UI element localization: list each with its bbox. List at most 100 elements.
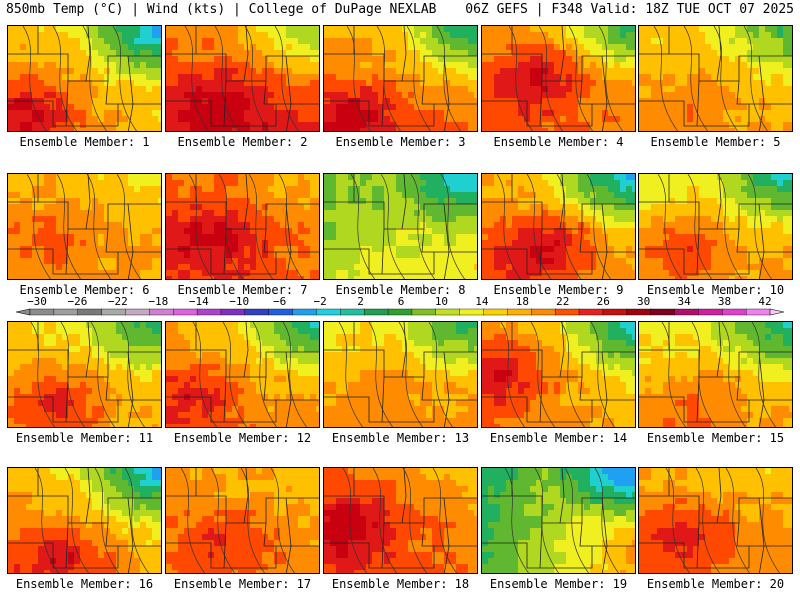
run-valid-time: 06Z GEFS | F348 Valid: 18Z TUE OCT 07 20… (465, 2, 794, 17)
colorbar-tick-label: 30 (637, 295, 651, 308)
colorbar-tick-label: 6 (397, 295, 405, 308)
colorbar-swatch (387, 308, 413, 316)
colorbar-swatch (674, 308, 699, 316)
panel-label: Ensemble Member: 16 (15, 577, 154, 591)
ensemble-map-panel (165, 25, 320, 132)
wind-contours (665, 468, 781, 573)
ensemble-map-panel (638, 321, 793, 428)
temperature-field-map (324, 322, 477, 427)
state-borders (324, 468, 477, 573)
colorbar-swatch (220, 308, 246, 316)
temperature-field-map (8, 174, 161, 279)
colorbar-swatch (125, 308, 150, 316)
temperature-field-map (639, 174, 792, 279)
wind-contours (496, 174, 612, 279)
ensemble-map-panel (165, 321, 320, 428)
temperature-field-map (324, 26, 477, 131)
panel-label: Ensemble Member: 14 (489, 431, 628, 445)
colorbar-tick-label: 10 (434, 295, 449, 308)
wind-contours (657, 174, 773, 279)
state-borders (166, 26, 319, 131)
ensemble-map-panel (7, 467, 162, 574)
state-borders (639, 322, 792, 427)
temperature-field-map (166, 26, 319, 131)
colorbar-tick-label: −2 (313, 295, 327, 308)
panel-label: Ensemble Member: 6 (19, 283, 150, 297)
wind-contours (180, 468, 296, 573)
wind-contours (508, 26, 624, 131)
colorbar-tick-label: −30 (27, 295, 47, 308)
panel-label: Ensemble Member: 13 (331, 431, 470, 445)
colorbar-swatch (363, 308, 389, 316)
panel-label: Ensemble Member: 5 (650, 135, 781, 149)
colorbar-swatch (602, 308, 628, 316)
ensemble-map-panel (7, 25, 162, 132)
panel-label: Ensemble Member: 9 (493, 283, 624, 297)
wind-contours (338, 322, 454, 427)
temperature-field-map (482, 26, 635, 131)
ensemble-map-panel (481, 25, 636, 132)
state-borders (482, 468, 635, 573)
state-borders (639, 26, 792, 131)
state-borders (324, 322, 477, 427)
panel-label: Ensemble Member: 4 (493, 135, 624, 149)
temperature-colorbar (0, 296, 800, 320)
temperature-field-map (482, 174, 635, 279)
colorbar-swatch (340, 308, 365, 316)
colorbar-swatch (722, 308, 747, 316)
colorbar-swatch (411, 308, 437, 316)
wind-contours (346, 26, 462, 131)
temperature-field-map (639, 322, 792, 427)
wind-contours (350, 174, 466, 279)
temperature-field-map (166, 322, 319, 427)
temperature-field-map (482, 322, 635, 427)
wind-contours (34, 468, 150, 573)
colorbar-swatch (77, 308, 103, 316)
temperature-field-map (8, 468, 161, 573)
wind-contours (342, 468, 458, 573)
colorbar-swatch (29, 308, 55, 316)
ensemble-map-panel (323, 467, 478, 574)
colorbar-tick-label: −10 (229, 295, 250, 308)
temperature-field-map (639, 26, 792, 131)
wind-contours (500, 322, 616, 427)
wind-contours (504, 468, 620, 573)
panel-label: Ensemble Member: 20 (646, 577, 785, 591)
wind-contours (661, 322, 777, 427)
colorbar-swatch (244, 308, 270, 316)
state-borders (8, 26, 161, 131)
temperature-field-map (324, 174, 477, 279)
wind-contours (22, 26, 138, 131)
colorbar-tick-label: −18 (148, 295, 169, 308)
panel-label: Ensemble Member: 3 (335, 135, 466, 149)
colorbar-tick-label: 18 (515, 295, 529, 308)
colorbar-tick-label: 38 (717, 295, 732, 308)
ensemble-map-panel (638, 467, 793, 574)
temperature-field-map (482, 468, 635, 573)
colorbar-swatch (554, 308, 580, 316)
state-borders (8, 322, 161, 427)
temperature-field-map (166, 468, 319, 573)
colorbar-swatch (483, 308, 508, 316)
colorbar-swatch (435, 308, 461, 316)
wind-contours (26, 174, 142, 279)
state-borders (324, 26, 477, 131)
state-borders (482, 174, 635, 279)
ensemble-map-panel (323, 173, 478, 280)
ensemble-map-panel (165, 467, 320, 574)
ensemble-map-panel (323, 321, 478, 428)
ensemble-map-panel (165, 173, 320, 280)
state-borders (166, 468, 319, 573)
panel-label: Ensemble Member: 7 (177, 283, 308, 297)
panel-label: Ensemble Member: 12 (173, 431, 312, 445)
map-title: 850mb Temp (°C) | Wind (kts) | College o… (6, 2, 437, 17)
colorbar-tick-label: −14 (188, 295, 209, 308)
colorbar-low-arrow (15, 308, 31, 316)
ensemble-map-panel (638, 173, 793, 280)
ensemble-map-panel (323, 25, 478, 132)
colorbar-swatch (459, 308, 485, 316)
colorbar-tick-label: 26 (596, 295, 610, 308)
colorbar-swatch (507, 308, 532, 316)
wind-contours (184, 26, 300, 131)
colorbar-tick-label: 34 (677, 295, 691, 308)
